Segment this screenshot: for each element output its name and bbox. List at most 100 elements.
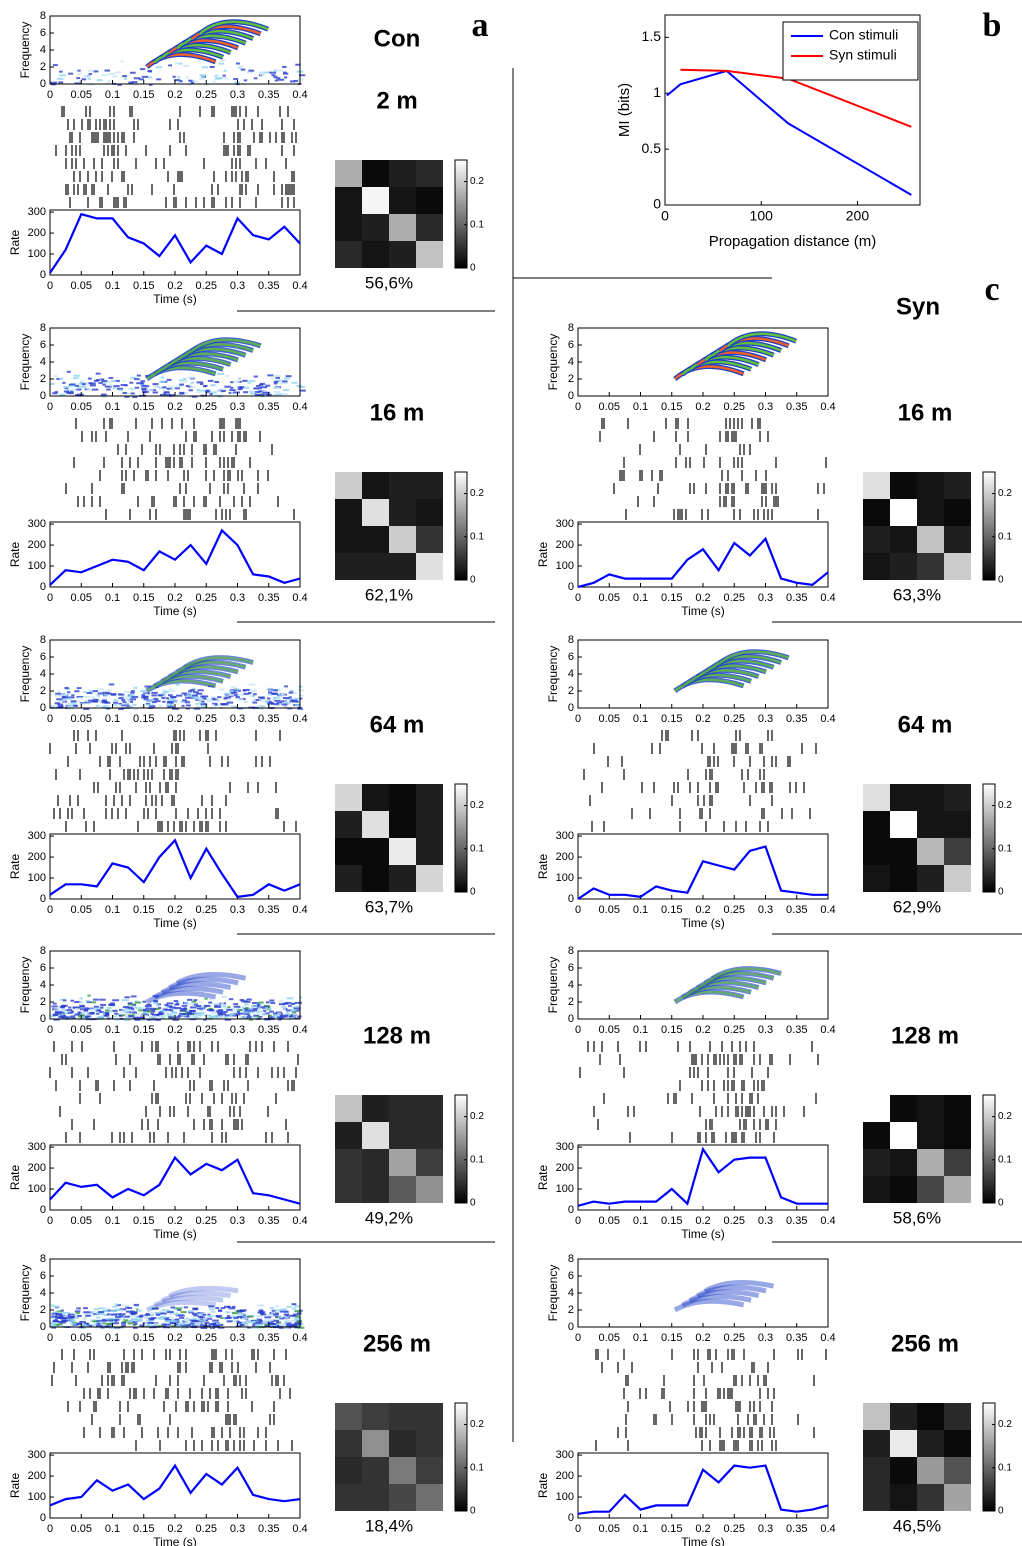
spectrogram-noise xyxy=(145,700,151,703)
matrix-cell xyxy=(863,1122,890,1149)
spectrogram-noise xyxy=(291,381,298,384)
spectrogram-noise xyxy=(259,699,267,702)
spectrogram-streak xyxy=(161,670,231,683)
spectrogram-noise xyxy=(125,1306,130,1309)
spectrogram-noise xyxy=(56,1317,62,1320)
x-tick-label: 0.25 xyxy=(196,713,217,725)
spectrogram-noise xyxy=(170,1306,176,1309)
spectrogram-noise xyxy=(122,701,127,704)
spectrogram-noise xyxy=(297,689,304,692)
spectrogram xyxy=(50,655,304,710)
spectrogram-noise xyxy=(236,62,241,65)
colorbar-step xyxy=(455,1146,467,1150)
spectrogram-noise xyxy=(272,689,278,692)
spectrogram-noise xyxy=(76,687,82,690)
spectrogram-noise xyxy=(152,383,159,386)
spectrogram-noise xyxy=(104,1014,109,1017)
colorbar-step xyxy=(983,1200,995,1204)
spectrogram-noise xyxy=(169,1013,176,1016)
spectrogram-noise xyxy=(133,1321,138,1324)
spectrogram-noise xyxy=(198,701,203,704)
colorbar-step xyxy=(455,1498,467,1502)
spectrogram-noise xyxy=(133,1303,139,1306)
colorbar-step xyxy=(455,265,467,269)
spectrogram-noise xyxy=(152,1009,159,1012)
spectrogram-noise xyxy=(224,1016,229,1019)
x-axis-label: Time (s) xyxy=(681,604,725,618)
y-axis-label: Frequency xyxy=(546,1265,560,1322)
x-tick-label: 0.05 xyxy=(71,713,92,725)
matrix-cell xyxy=(944,1403,971,1430)
spectrogram-noise xyxy=(224,1018,232,1021)
x-tick-label: 0 xyxy=(47,89,53,101)
colorbar-step xyxy=(455,1504,467,1508)
colorbar-step xyxy=(455,851,467,855)
spectrogram-noise xyxy=(115,71,122,74)
colorbar-step xyxy=(455,803,467,807)
spectrogram-noise xyxy=(68,697,72,700)
colorbar-step xyxy=(455,537,467,541)
spectrogram-noise xyxy=(192,1017,199,1020)
colorbar-step xyxy=(455,499,467,503)
spectrogram-streak xyxy=(674,678,745,692)
spectrogram-noise xyxy=(272,1014,279,1017)
x-tick-label: 0.4 xyxy=(820,1024,835,1036)
spectrogram-noise xyxy=(201,66,209,69)
x-tick-label: 0.1 xyxy=(633,401,648,413)
x-tick-label: 0.35 xyxy=(258,1024,279,1036)
line-series xyxy=(666,69,912,196)
spectrogram-noise xyxy=(179,383,185,386)
spectrogram-noise xyxy=(258,1015,263,1018)
spectrogram-noise xyxy=(276,393,283,396)
spectrogram-noise xyxy=(128,81,134,84)
spectrogram-noise xyxy=(117,387,123,390)
y-tick-label: 0.5 xyxy=(642,140,662,156)
colorbar-step xyxy=(455,811,467,815)
colorbar-step xyxy=(983,1186,995,1190)
y-tick-label: 200 xyxy=(556,1162,574,1174)
matrix-cell xyxy=(863,526,890,553)
matrix-cell xyxy=(863,1457,890,1484)
colorbar-step xyxy=(983,835,995,839)
spectrogram-noise xyxy=(95,1324,103,1327)
spectrogram-noise xyxy=(126,699,134,702)
spectrogram-noise xyxy=(207,379,214,382)
spectrogram-noise xyxy=(193,1323,201,1326)
spectrogram-noise xyxy=(278,1316,282,1319)
spectrogram-noise xyxy=(76,1314,82,1317)
x-tick-label: 0.2 xyxy=(695,904,710,916)
colorbar-step xyxy=(455,1486,467,1490)
colorbar-step xyxy=(455,527,467,531)
spectrogram-noise xyxy=(298,385,305,388)
colorbar-step xyxy=(983,561,995,565)
x-tick-label: 0.4 xyxy=(292,1332,307,1344)
spectrogram-noise xyxy=(275,379,281,382)
spectrogram xyxy=(50,19,306,86)
spectrogram-streak xyxy=(168,1285,239,1299)
matrix-cell xyxy=(863,1403,890,1430)
spectrogram-noise xyxy=(228,694,235,697)
spectrogram-noise xyxy=(283,71,287,74)
spectrogram-noise xyxy=(64,686,69,689)
colorbar-step xyxy=(455,853,467,857)
colorbar-step xyxy=(455,541,467,545)
spectrogram-noise xyxy=(125,1014,129,1017)
y-axis-label: Rate xyxy=(536,854,550,880)
spectrogram-noise xyxy=(217,1323,224,1326)
spectrogram-noise xyxy=(285,1009,293,1012)
spectrogram-noise xyxy=(270,1001,276,1004)
spectrogram-noise xyxy=(165,1008,172,1011)
colorbar-step xyxy=(983,1122,995,1126)
colorbar-step xyxy=(983,1494,995,1498)
colorbar-step xyxy=(983,1458,995,1462)
colorbar-step xyxy=(983,821,995,825)
spectrogram-noise xyxy=(132,707,139,710)
colorbar-box xyxy=(982,1402,996,1512)
spectrogram-noise xyxy=(141,390,149,393)
spectrogram-noise xyxy=(134,386,140,389)
y-tick-label: 200 xyxy=(556,851,574,863)
x-tick-label: 0 xyxy=(575,1024,581,1036)
spectrogram-noise xyxy=(138,1315,143,1318)
spectrogram-noise xyxy=(282,697,290,700)
x-tick-label: 0.2 xyxy=(167,904,182,916)
